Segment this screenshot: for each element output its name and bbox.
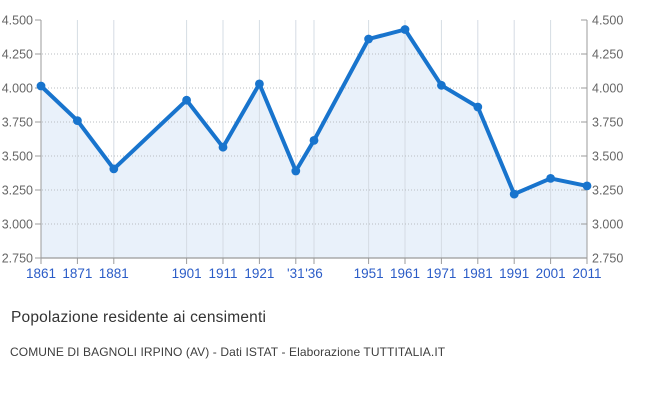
data-point-marker xyxy=(546,174,555,183)
data-point-marker xyxy=(309,136,319,145)
x-tick-label: 2011 xyxy=(572,266,601,281)
data-point-marker xyxy=(182,95,192,105)
y-tick-label-left: 2.750 xyxy=(2,252,33,266)
x-tick-label: 2001 xyxy=(536,266,566,281)
data-point-marker xyxy=(509,189,519,199)
x-tick-label: 1911 xyxy=(208,266,237,281)
y-tick-label-left: 3.750 xyxy=(2,116,33,130)
y-tick-label-right: 3.750 xyxy=(592,116,623,130)
x-tick-label: 1981 xyxy=(463,266,493,281)
x-tick-label: 1991 xyxy=(499,266,529,281)
y-tick-label-right: 3.000 xyxy=(592,218,623,232)
y-tick-label-right: 4.250 xyxy=(592,48,623,62)
x-tick-label: 1881 xyxy=(99,266,129,281)
data-point-marker xyxy=(255,79,264,89)
y-tick-label-left: 3.250 xyxy=(2,184,33,198)
x-tick-label: 1921 xyxy=(244,266,274,281)
data-point-marker xyxy=(36,81,46,91)
y-tick-label-left: 3.000 xyxy=(2,218,33,232)
x-tick-label: 1971 xyxy=(426,266,456,281)
y-tick-label-left: 4.000 xyxy=(2,82,33,96)
x-tick-label: 1961 xyxy=(390,266,420,281)
data-point-marker xyxy=(437,80,446,90)
data-point-marker xyxy=(400,25,410,34)
x-tick-label: '36 xyxy=(305,266,323,281)
data-point-marker xyxy=(218,142,228,152)
data-point-marker xyxy=(364,34,373,44)
population-line-chart: 2.750 2.750 3.000 3.000 3.250 3.250 3.500 3.500… xyxy=(2,14,624,282)
chart-title: Popolazione residente ai censimenti xyxy=(11,309,267,326)
data-point-marker xyxy=(473,102,483,112)
data-point-marker xyxy=(109,164,119,174)
y-tick-label-left: 4.500 xyxy=(2,14,33,28)
data-point-marker xyxy=(582,181,592,191)
data-point-marker xyxy=(73,116,82,125)
y-tick-label-right: 2.750 xyxy=(592,252,623,266)
y-tick-label-right: 4.500 xyxy=(592,14,623,28)
x-tick-label: 1951 xyxy=(354,266,384,281)
y-tick-label-right: 3.250 xyxy=(592,184,623,198)
data-point-marker xyxy=(291,166,301,176)
x-tick-label: 1871 xyxy=(62,266,92,281)
y-tick-label-left: 4.250 xyxy=(2,48,33,62)
x-tick-label: 1901 xyxy=(172,266,202,281)
x-tick-label: '31 xyxy=(287,266,305,281)
x-tick-label: 1861 xyxy=(26,266,56,281)
chart-subtitle: COMUNE DI BAGNOLI IRPINO (AV) - Dati IST… xyxy=(10,345,446,359)
y-tick-label-right: 4.000 xyxy=(592,82,623,96)
y-tick-label-right: 3.500 xyxy=(592,150,623,164)
y-tick-label-left: 3.500 xyxy=(2,150,33,164)
